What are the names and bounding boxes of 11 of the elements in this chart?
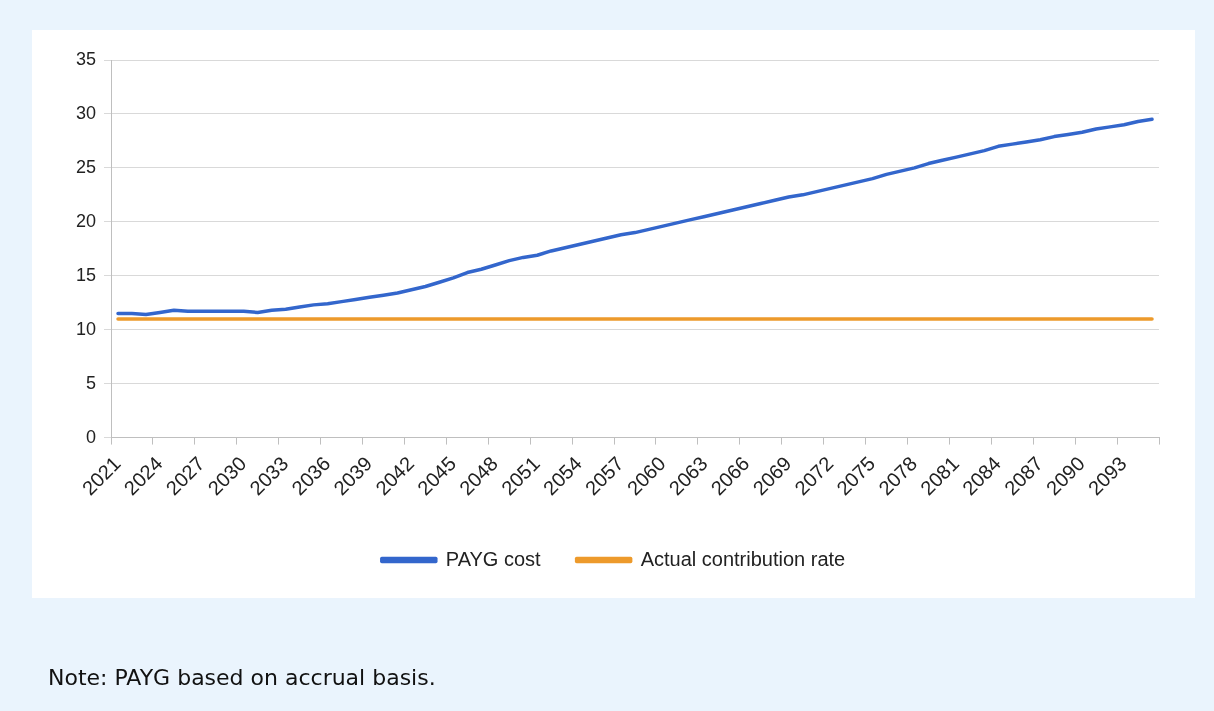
y-tick-label: 30	[75, 102, 97, 123]
y-tick-label: 15	[75, 264, 97, 285]
legend-label: PAYG cost	[445, 547, 542, 570]
legend-label: Actual contribution rate	[640, 547, 846, 570]
y-tick-label: 35	[75, 48, 97, 69]
y-tick-label: 5	[86, 372, 97, 393]
y-tick-label: 10	[75, 318, 97, 339]
y-tick-label: 20	[75, 210, 97, 231]
y-tick-label: 0	[86, 426, 97, 447]
text: Note: PAYG based on accrual basis.	[48, 665, 436, 690]
y-tick-label: 25	[75, 156, 97, 177]
